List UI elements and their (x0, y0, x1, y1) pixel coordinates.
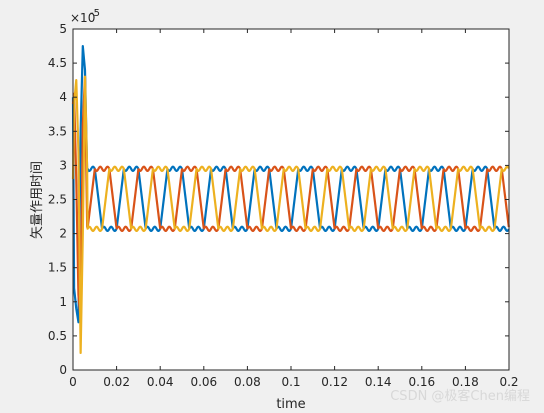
x-tick-label: 0.02 (103, 375, 130, 389)
y-tick-label: 0.5 (48, 329, 67, 343)
y-exponent-base: ×10 (70, 11, 95, 25)
x-tick-label: 0.18 (452, 375, 479, 389)
y-tick-label: 2 (59, 227, 67, 241)
x-tick-label: 0.12 (321, 375, 348, 389)
y-tick-label: 3 (59, 158, 67, 172)
y-tick-label: 5 (59, 22, 67, 36)
x-tick-label: 0.16 (408, 375, 435, 389)
x-axis-label: time (276, 397, 305, 412)
x-tick-label: 0.14 (365, 375, 392, 389)
x-tick-label: 0 (69, 375, 77, 389)
x-ticks: 0 0.02 0.04 0.06 0.08 0.1 0.12 0.14 0.16 0.18 0.2 (69, 29, 519, 389)
watermark: CSDN @极客Chen编程 (390, 388, 530, 404)
y-tick-label: 0 (59, 363, 67, 377)
x-tick-label: 0.04 (147, 375, 174, 389)
y-tick-label: 1 (59, 295, 67, 309)
y-tick-label: 4 (59, 90, 67, 104)
y-tick-label: 3.5 (48, 124, 67, 138)
series-line-1 (71, 44, 510, 324)
y-ticks: 0 0.5 1 1.5 2 2.5 3 3.5 4 4.5 5 (48, 22, 509, 377)
x-tick-label: 0.2 (499, 375, 518, 389)
y-axis-label: 矢量作用时间 (30, 161, 45, 239)
y-tick-label: 1.5 (48, 261, 67, 275)
x-tick-label: 0.1 (281, 375, 300, 389)
x-tick-label: 0.08 (234, 375, 261, 389)
series-line-2 (71, 75, 510, 320)
y-tick-label: 4.5 (48, 56, 67, 70)
plot-area (73, 29, 509, 370)
y-tick-label: 2.5 (48, 193, 67, 207)
y-exponent-power: -5 (90, 8, 100, 19)
series-line-3 (71, 75, 510, 355)
x-tick-label: 0.06 (190, 375, 217, 389)
series-layer (71, 44, 510, 355)
